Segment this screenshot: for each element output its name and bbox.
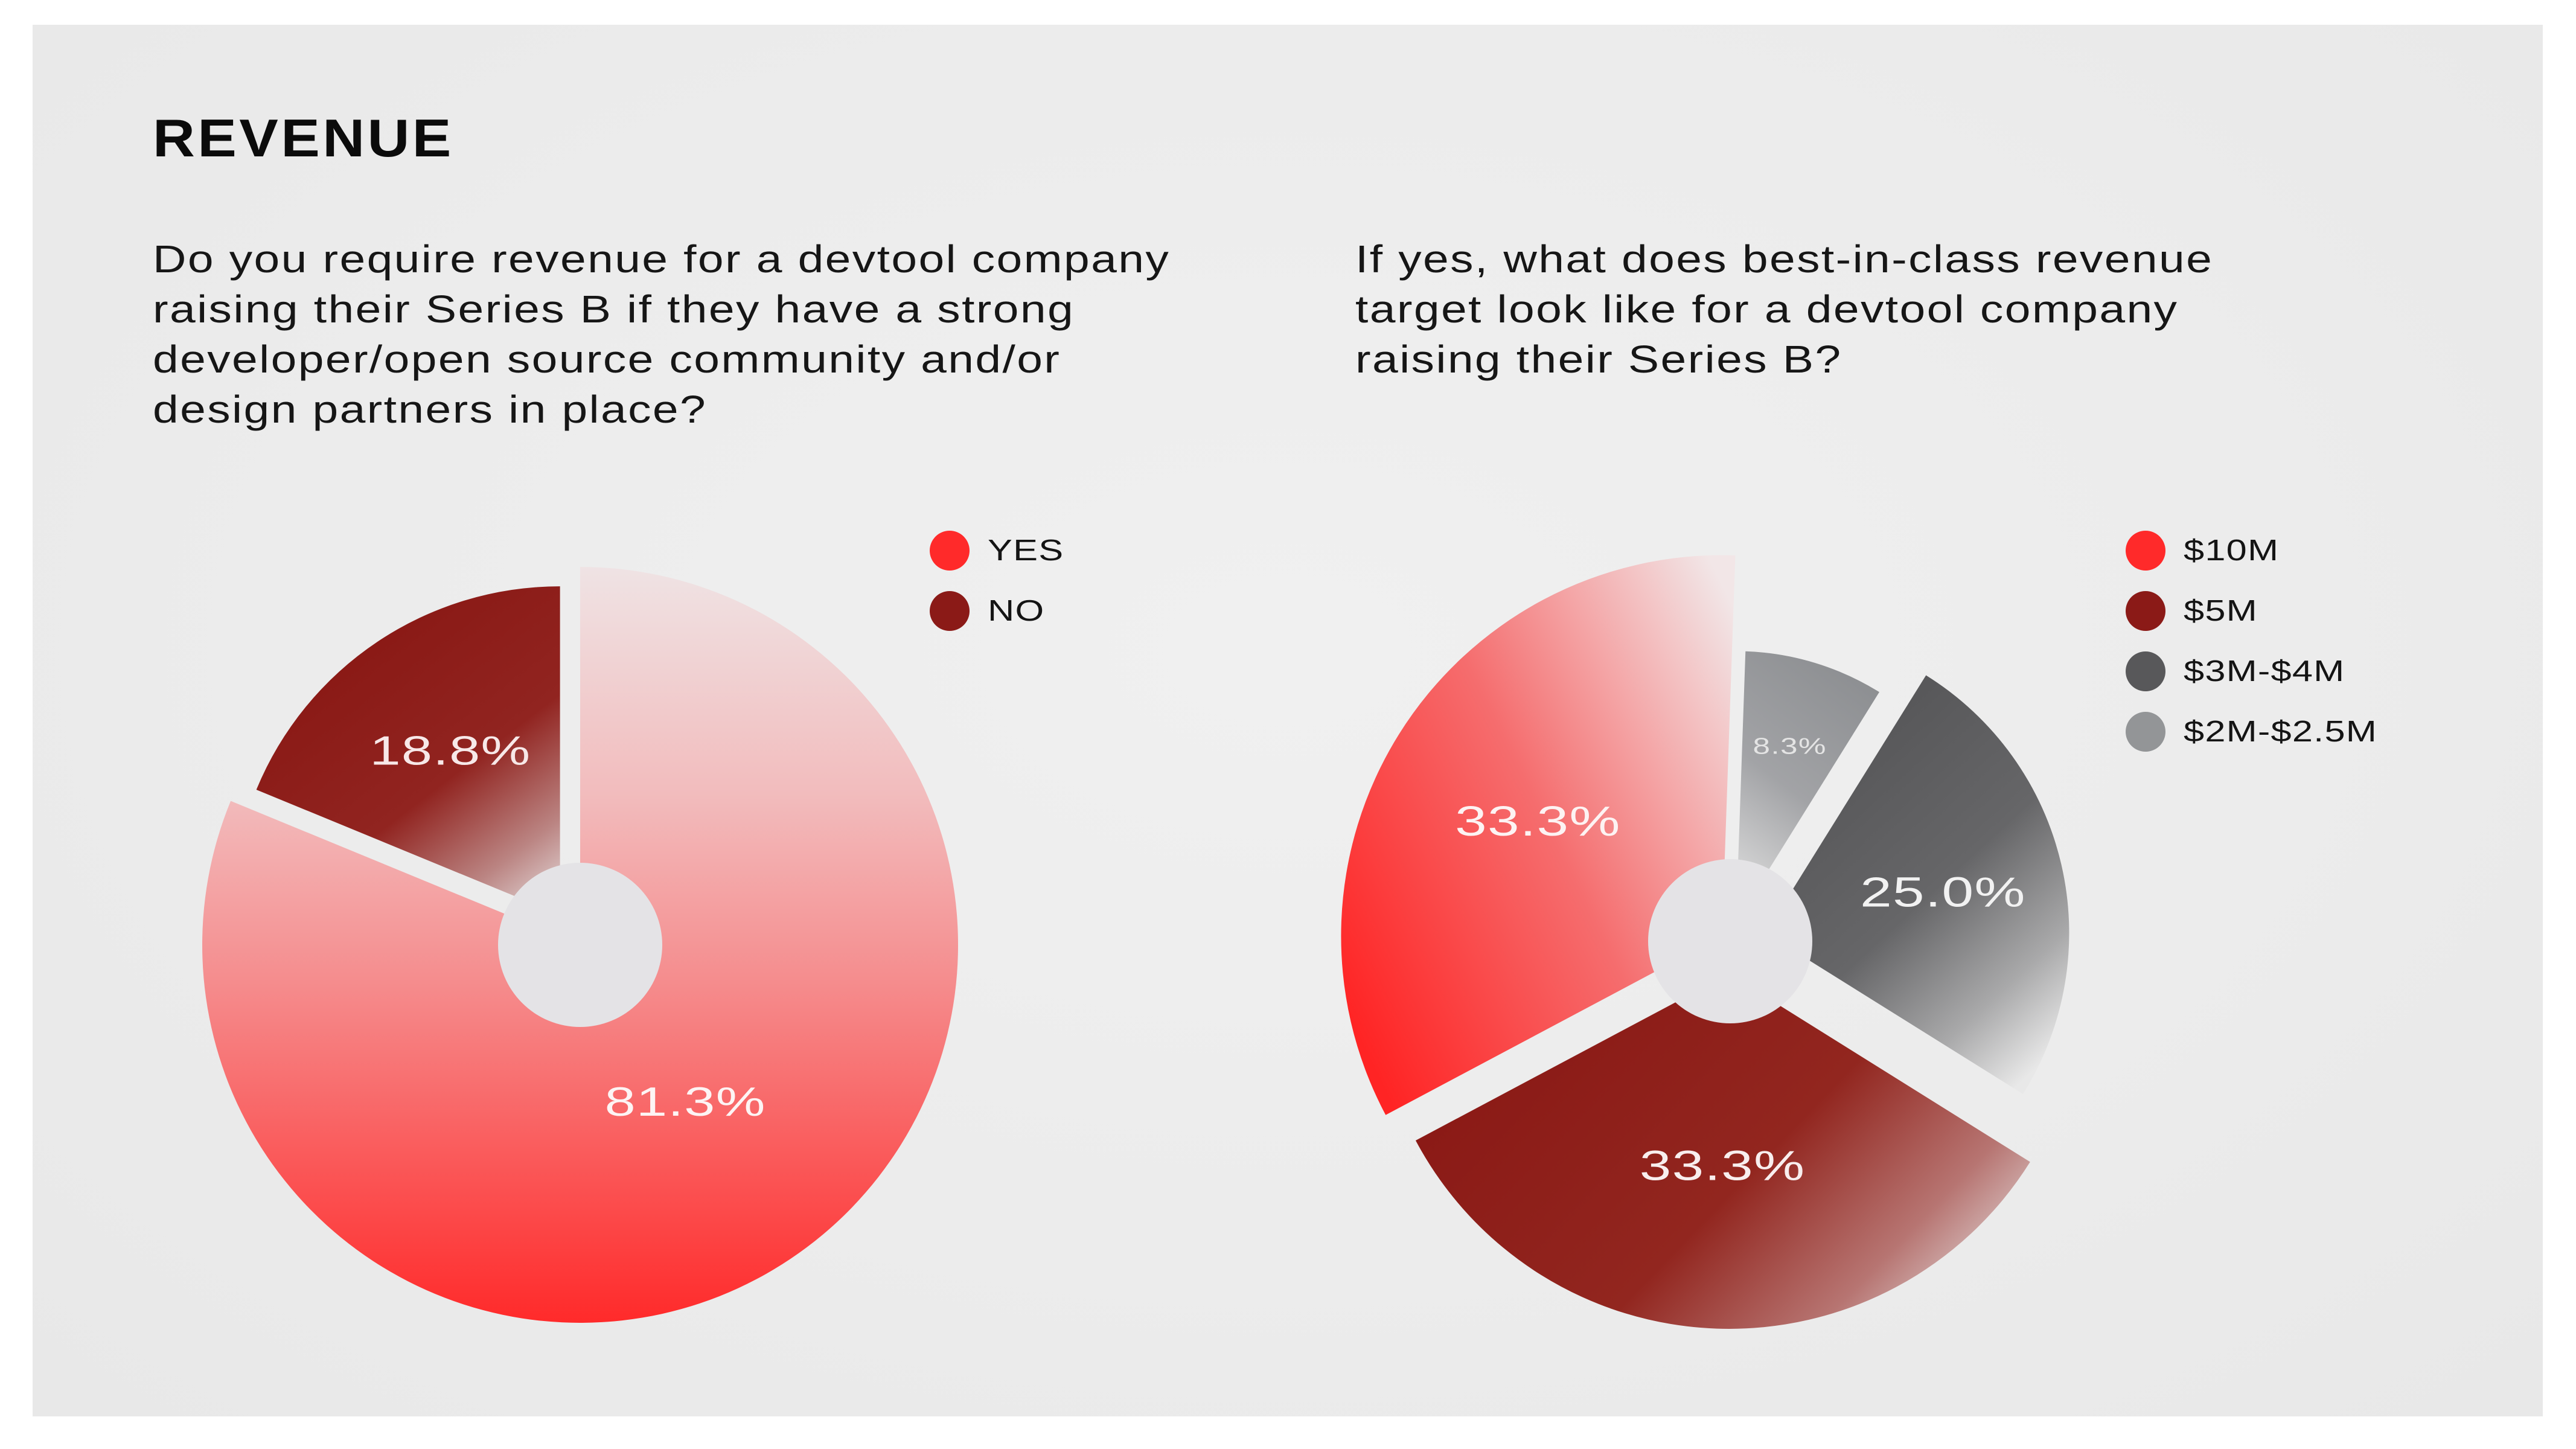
legend-item-yes: YES xyxy=(930,520,1063,581)
pie-slice-5m xyxy=(1415,973,2030,1329)
legend-label: YES xyxy=(988,534,1064,567)
question-left: Do you require revenue for a devtool com… xyxy=(153,234,1169,435)
legend-label: NO xyxy=(988,595,1045,627)
revenue-target-donut-chart: 33.3% 33.3% 25.0% 8.3% xyxy=(1341,555,2069,1329)
legend-swatch xyxy=(2126,651,2165,691)
legend-swatch xyxy=(930,591,970,631)
pie-slice-10m xyxy=(1341,555,1736,1115)
value-label-3m-4m: 25.0% xyxy=(1860,868,2026,915)
page-title: REVENUE xyxy=(153,108,454,168)
legend-item-no: NO xyxy=(930,581,1049,641)
question-line: Do you require revenue for a devtool com… xyxy=(153,237,1171,281)
legend-swatch xyxy=(930,531,970,571)
revenue-required-donut-chart: 81.3% 18.8% xyxy=(202,567,958,1323)
question-right: If yes, what does best-in-class revenue … xyxy=(1355,234,2212,385)
question-line: target look like for a devtool company xyxy=(1355,287,2179,331)
legend-swatch xyxy=(2126,591,2165,631)
legend-label: $2M-$2.5M xyxy=(2184,715,2378,748)
question-line: If yes, what does best-in-class revenue xyxy=(1355,237,2214,281)
pie-slice-3m-4m xyxy=(1765,675,2069,1095)
revenue-target-legend: $10M $5M $3M-$4M $2M-$2.5M xyxy=(2126,520,2377,762)
legend-item-5m: $5M xyxy=(2126,581,2339,641)
legend-label: $5M xyxy=(2184,595,2258,627)
value-label-2m-2-5m: 8.3% xyxy=(1753,733,1827,759)
legend-swatch xyxy=(2126,531,2165,571)
legend-swatch xyxy=(2126,712,2165,752)
question-line: design partners in place? xyxy=(153,388,708,431)
value-label-5m: 33.3% xyxy=(1640,1142,1806,1189)
legend-item-10m: $10M xyxy=(2126,520,2339,581)
question-line: raising their Series B? xyxy=(1355,337,1843,381)
value-label-no: 18.8% xyxy=(370,728,531,774)
legend-label: $3M-$4M xyxy=(2184,655,2345,688)
question-line: raising their Series B if they have a st… xyxy=(153,287,1075,331)
pie-slice-no xyxy=(256,586,560,915)
legend-item-3m-4m: $3M-$4M xyxy=(2126,641,2344,702)
legend-label: $10M xyxy=(2184,534,2280,567)
legend-item-2m-2-5m: $2M-$2.5M xyxy=(2126,702,2377,762)
value-label-yes: 81.3% xyxy=(605,1079,766,1125)
revenue-required-legend: YES NO xyxy=(930,520,1063,641)
donut-hole xyxy=(498,863,662,1027)
pie-slice-2m-2-5m xyxy=(1736,651,1879,923)
donut-hole xyxy=(1648,859,1812,1023)
question-line: developer/open source community and/or xyxy=(153,337,1061,381)
value-label-10m: 33.3% xyxy=(1455,798,1621,845)
